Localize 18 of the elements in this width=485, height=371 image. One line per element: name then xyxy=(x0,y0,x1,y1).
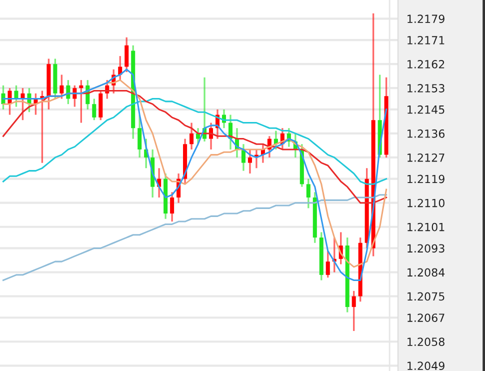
y-tick-label: 1.2093 xyxy=(408,244,444,253)
y-tick-label: 1.2171 xyxy=(408,36,444,44)
y-tick-label: 1.2075 xyxy=(408,292,444,301)
y-tick-label: 1.2162 xyxy=(408,60,444,68)
y-tick-label: 1.2084 xyxy=(408,268,445,277)
y-tick-label: 1.2058 xyxy=(408,338,444,346)
y-tick-label: 1.2153 xyxy=(408,84,444,92)
line-series xyxy=(2,194,388,282)
y-tick-label: 1.2049 xyxy=(408,362,444,370)
y-tick-label: 1.2127 xyxy=(408,153,444,162)
y-tick-label: 1.2119 xyxy=(408,174,444,184)
y-tick-label: 1.2136 xyxy=(408,129,445,138)
y-tick-label: 1.2101 xyxy=(408,222,444,232)
line-series xyxy=(2,98,388,185)
y-tick-label: 1.2067 xyxy=(408,314,444,322)
y-tick-label: 1.2145 xyxy=(408,105,444,114)
y-tick-label: 1.2179 xyxy=(408,14,444,24)
y-tick-label: 1.2110 xyxy=(408,198,444,208)
